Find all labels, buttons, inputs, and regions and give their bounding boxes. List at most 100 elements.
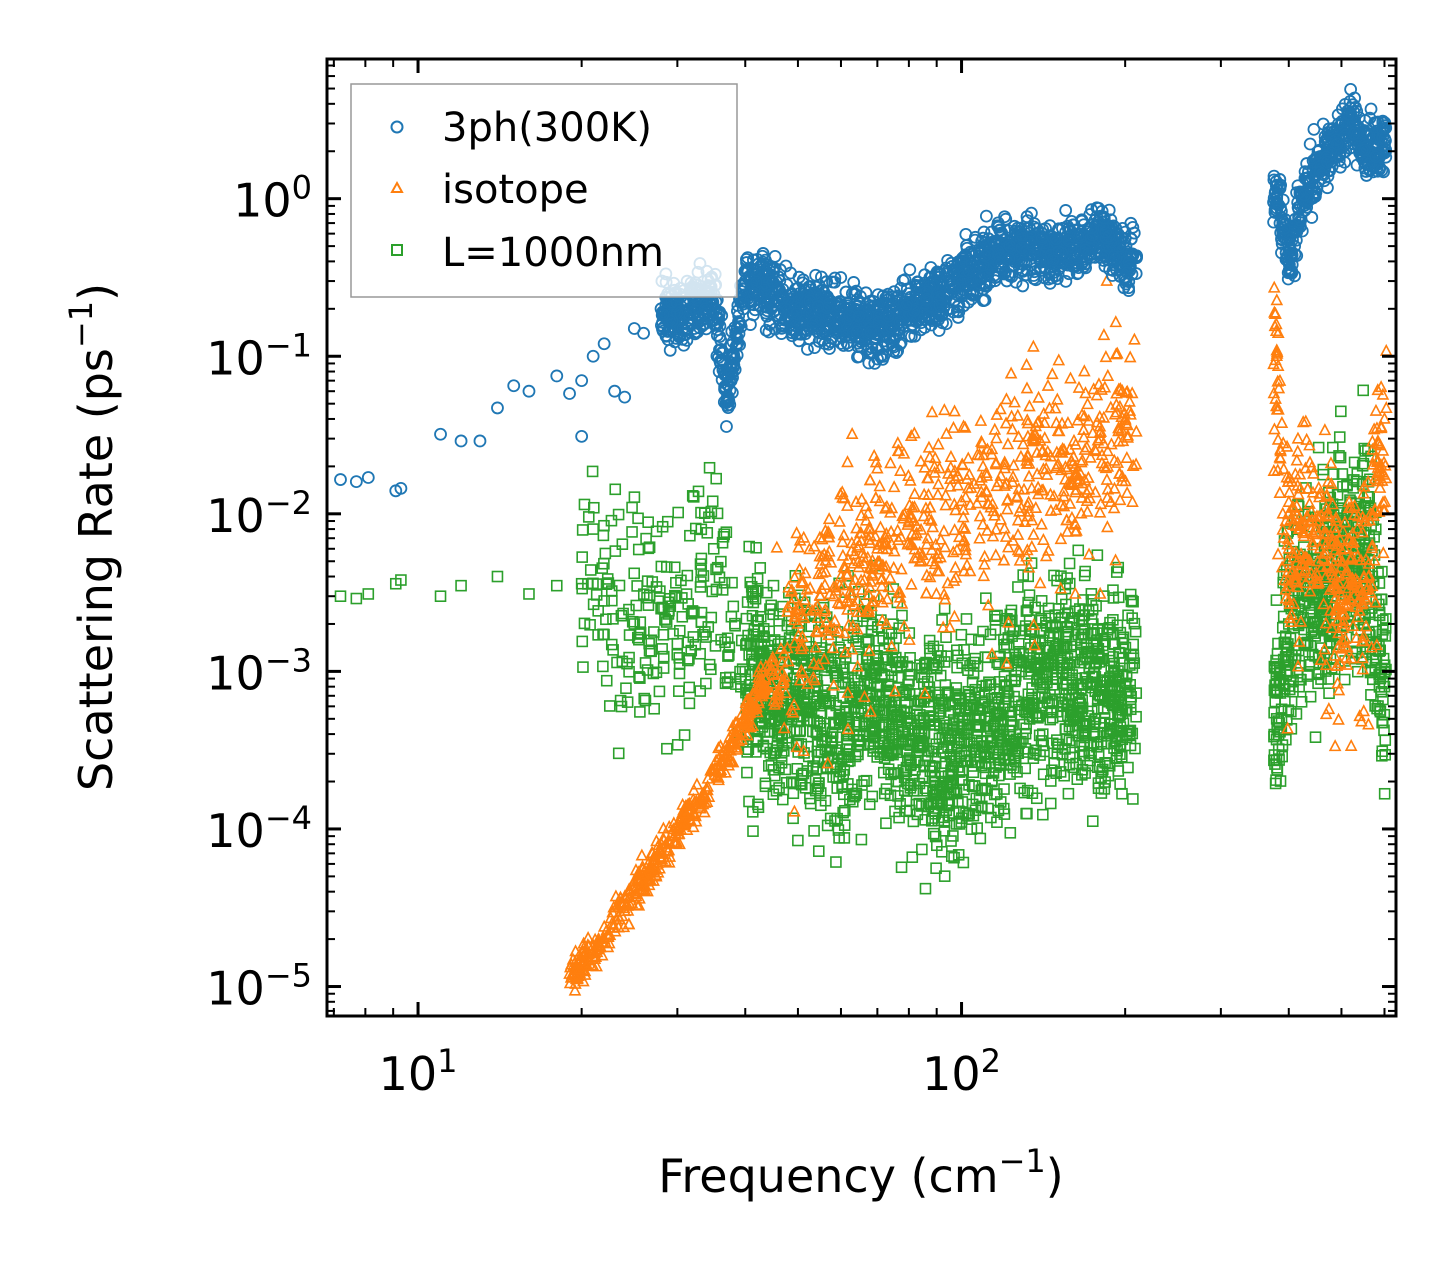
data-point-boundary [1129,625,1142,638]
data-point-boundary [1084,739,1097,752]
data-point-boundary [931,839,943,852]
data-point-boundary [892,790,904,802]
data-point-boundary [833,832,845,844]
data-point-boundary [974,832,987,845]
data-point-boundary [657,662,670,674]
data-point-boundary [1093,717,1106,730]
data-point-boundary [576,635,589,648]
data-point-boundary [609,545,622,557]
data-point-boundary [999,693,1012,705]
data-point-boundary [1023,589,1036,601]
data-point-boundary [1085,594,1098,606]
data-point-boundary [1012,581,1024,593]
data-point-boundary [936,799,948,811]
data-point-boundary [863,798,876,811]
data-point-boundary [615,609,628,622]
data-point-boundary [1361,490,1374,503]
data-point-boundary [1130,710,1142,723]
data-point-boundary [866,790,879,803]
data-point-boundary [639,657,652,669]
data-point-boundary [1358,442,1371,455]
data-point-boundary [1276,750,1288,763]
data-point-boundary [1322,673,1335,685]
data-point-boundary [1107,584,1119,596]
data-point-boundary [1085,588,1098,600]
data-point-boundary [1077,745,1089,758]
data-point-boundary [1282,704,1295,716]
data-point-boundary [637,588,650,600]
data-point-boundary [1333,431,1346,443]
data-point-boundary [1044,713,1057,726]
data-point-boundary [854,739,867,751]
data-point-boundary [983,676,995,689]
data-point-boundary [960,613,973,625]
data-point-boundary [872,699,884,712]
data-point-boundary [1097,676,1110,689]
data-point-boundary [657,650,670,663]
data-point-boundary [973,718,985,731]
data-point-boundary [710,563,722,576]
data-point-boundary [904,754,916,766]
data-point-boundary [1070,757,1082,770]
data-point-boundary [1301,670,1314,682]
data-point-boundary [818,722,831,735]
data-point-boundary [1348,456,1361,469]
data-point-boundary [873,703,886,716]
data-point-boundary [592,629,604,641]
data-point-boundary [612,508,625,521]
data-point-boundary [648,702,660,715]
data-point-boundary [770,784,783,797]
data-point-boundary [923,642,936,655]
data-point-boundary [1112,672,1125,685]
data-point-boundary [1324,630,1337,643]
data-point-boundary [362,588,375,600]
data-point-boundary [1268,660,1281,673]
data-point-boundary [1052,642,1064,654]
data-point-boundary [710,472,722,485]
data-point-boundary [743,795,755,808]
data-point-boundary [605,514,618,527]
data-point-boundary [898,705,910,718]
data-point-boundary [916,770,929,783]
data-point-boundary [721,632,734,645]
data-point-boundary [596,562,609,574]
data-point-boundary [1127,793,1139,805]
data-point-boundary [598,628,610,641]
data-point-boundary [824,812,837,825]
data-point-boundary [1317,463,1330,476]
data-point-boundary [880,817,892,830]
data-point-boundary [1369,523,1382,536]
data-point-boundary [956,657,969,670]
data-point-boundary [623,665,635,678]
data-point-boundary [672,506,684,519]
data-point-boundary [747,825,759,837]
data-point-boundary [1014,782,1026,795]
data-point-boundary [979,767,992,780]
data-point-boundary [1276,621,1289,634]
data-point-boundary [1098,590,1110,602]
data-point-boundary [616,655,629,668]
data-point-boundary [1313,666,1325,679]
data-point-boundary [945,835,957,847]
data-point-boundary [587,577,599,590]
data-point-boundary [1086,681,1098,694]
data-point-boundary [726,576,738,589]
data-point-boundary [722,650,734,662]
data-point-boundary [1125,595,1138,608]
data-point-boundary [1333,450,1345,462]
data-point-boundary [979,721,992,733]
data-point-boundary [1334,451,1347,464]
data-point-boundary [925,745,938,758]
data-point-boundary [602,577,615,589]
data-point-boundary [1114,626,1127,639]
data-point-boundary [1078,718,1090,730]
data-point-boundary [620,682,632,695]
data-point-boundary [960,728,973,741]
data-point-boundary [832,824,845,836]
data-point-boundary [455,579,467,592]
data-point-boundary [1029,601,1042,614]
data-point-boundary [1071,773,1084,785]
data-point-boundary [1035,595,1048,607]
data-point-boundary [1379,622,1392,634]
